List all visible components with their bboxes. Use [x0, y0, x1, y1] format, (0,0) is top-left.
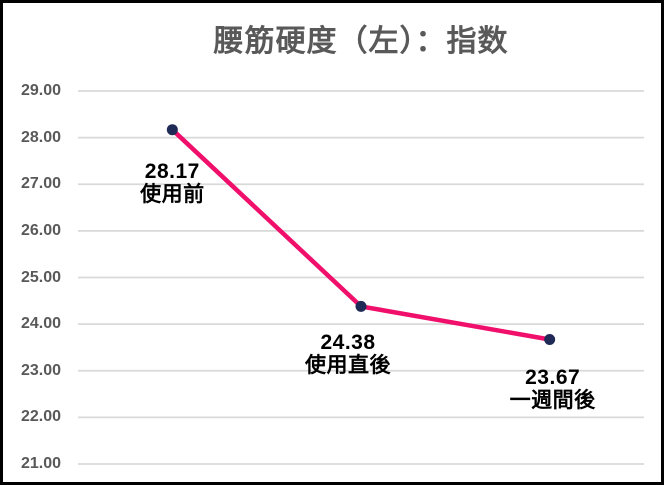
data-label-category: 一週間後	[509, 388, 596, 412]
y-tick-label: 25.00	[20, 268, 61, 286]
data-point-marker	[166, 124, 178, 136]
data-point-label: 23.67 一週間後	[478, 366, 628, 412]
y-tick-label: 22.00	[20, 408, 61, 426]
chart-title: 腰筋硬度（左）：指数	[213, 25, 509, 58]
data-point-marker	[355, 300, 367, 312]
data-label-category: 使用前	[140, 182, 205, 206]
data-point-label: 28.17 使用前	[97, 160, 247, 206]
y-tick-label: 29.00	[20, 82, 61, 99]
y-tick-label: 24.00	[20, 315, 61, 333]
line-chart-plot	[78, 90, 644, 465]
data-label-category: 使用直後	[305, 354, 391, 378]
data-point-label: 24.38 使用直後	[273, 331, 423, 377]
y-tick-label: 28.00	[20, 128, 61, 146]
data-label-value: 23.67	[525, 365, 581, 389]
y-tick-label: 27.00	[20, 175, 61, 193]
y-tick-label: 26.00	[20, 221, 61, 239]
data-point-marker	[544, 334, 556, 346]
data-label-value: 24.38	[320, 331, 376, 355]
y-tick-label: 23.00	[20, 361, 61, 379]
data-label-value: 28.17	[144, 159, 200, 183]
y-tick-label: 21.00	[20, 455, 61, 472]
